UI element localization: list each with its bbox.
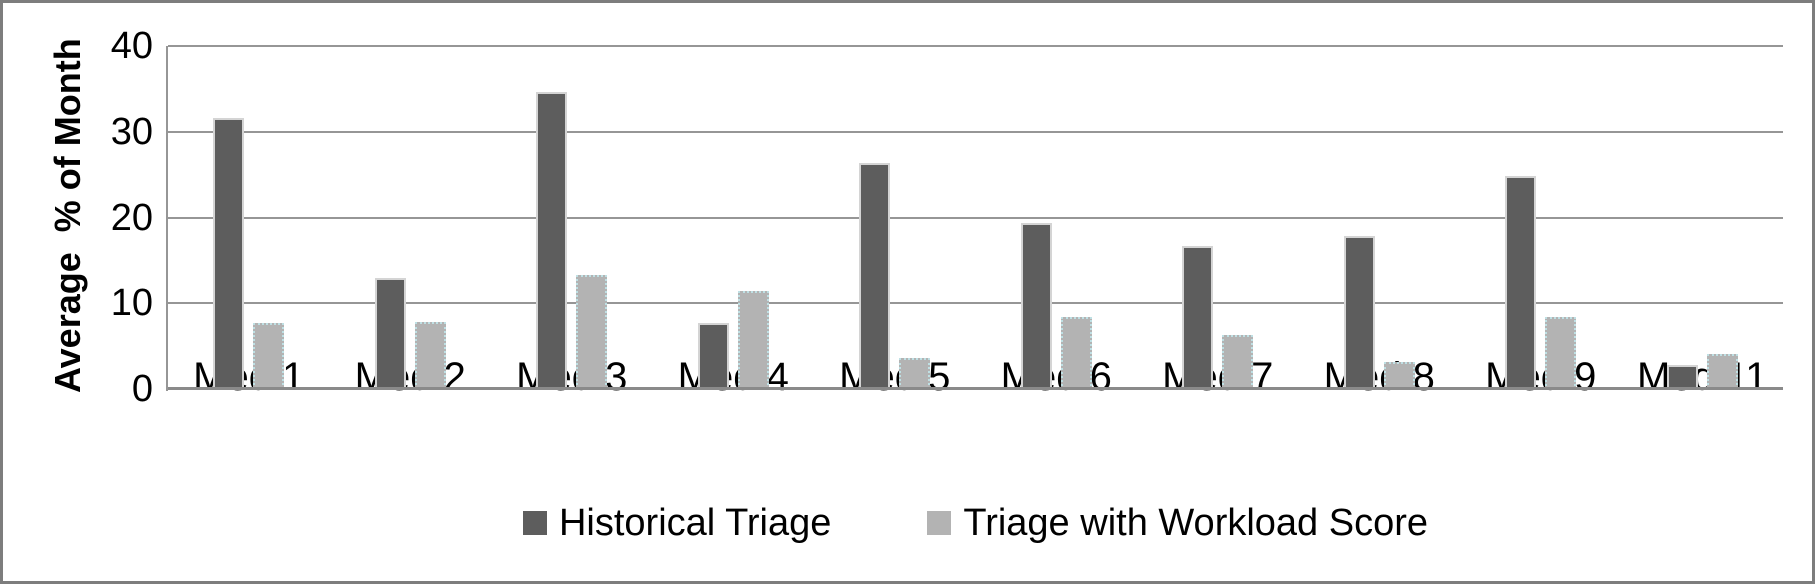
- bar-group-med-3: [491, 46, 653, 389]
- bar-group-med-9: [1460, 46, 1622, 389]
- bar-group-med-1: [168, 46, 330, 389]
- bar-triage-with-workload-score-med-1: [253, 322, 285, 389]
- x-tick-label-med-11: Med 11: [1637, 355, 1768, 399]
- bar-historical-triage-med-11: [1666, 365, 1698, 389]
- x-tick-label-med-8: Med 8: [1323, 355, 1435, 399]
- legend-label: Triage with Workload Score: [963, 502, 1429, 544]
- x-tick-label-med-5: Med 5: [839, 355, 951, 399]
- bar-triage-with-workload-score-med-8: [1383, 361, 1415, 389]
- legend-item-triage-with-workload-score: Triage with Workload Score: [927, 500, 1428, 546]
- bar-historical-triage-med-8: [1343, 236, 1375, 389]
- legend-marker-icon: [927, 511, 952, 535]
- y-tick-label-20: 20: [110, 196, 153, 239]
- bar-triage-with-workload-score-med-7: [1222, 334, 1254, 389]
- x-axis-line: [168, 387, 1783, 390]
- bar-triage-with-workload-score-med-5: [899, 358, 931, 389]
- x-tick-label-med-4: Med 4: [677, 355, 789, 399]
- y-tick-label-40: 40: [110, 25, 153, 67]
- gridline-20: [168, 216, 1783, 219]
- x-tick-label-med-6: Med 6: [1000, 355, 1112, 399]
- x-tick-label-med-7: Med 7: [1162, 355, 1274, 399]
- bar-group-med-2: [330, 46, 492, 389]
- legend-marker-icon: [522, 511, 547, 535]
- y-tick-label-30: 30: [110, 110, 153, 153]
- bar-historical-triage-med-6: [1020, 222, 1052, 389]
- bar-group-med-8: [1299, 46, 1461, 389]
- bar-triage-with-workload-score-med-6: [1060, 316, 1092, 389]
- bar-triage-with-workload-score-med-9: [1545, 316, 1577, 389]
- bar-triage-with-workload-score-med-11: [1706, 353, 1738, 389]
- bar-group-med-11: [1622, 46, 1784, 389]
- plot-area: [166, 45, 1783, 391]
- bar-triage-with-workload-score-med-3: [576, 274, 608, 389]
- legend: Historical Triage Triage with Workload Sc…: [168, 500, 1783, 546]
- bar-group-med-5: [814, 46, 976, 389]
- bar-historical-triage-med-2: [374, 278, 406, 389]
- bar-historical-triage-med-9: [1505, 176, 1537, 389]
- y-tick-label-10: 10: [110, 282, 153, 325]
- bar-historical-triage-med-7: [1182, 245, 1214, 389]
- gridline-40: [168, 45, 1783, 47]
- gridline-10: [168, 302, 1783, 305]
- bar-historical-triage-med-1: [213, 118, 245, 389]
- bar-groups: [168, 46, 1783, 389]
- legend-label: Historical Triage: [558, 502, 832, 544]
- x-tick-label-med-9: Med 9: [1485, 355, 1597, 399]
- x-tick-label-med-2: Med 2: [354, 355, 466, 399]
- bar-group-med-7: [1137, 46, 1299, 389]
- x-axis-tick-labels: Med 1 Med 2 Med 3 Med 4 Med 5 Med 6 Med 7 Med 8…: [168, 353, 1783, 401]
- y-axis-line: [166, 46, 168, 391]
- bar-group-med-4: [653, 46, 815, 389]
- bar-historical-triage-med-3: [536, 92, 568, 389]
- x-tick-label-med-3: Med 3: [516, 355, 628, 399]
- gridline-30: [168, 130, 1783, 133]
- x-tick-label-med-1: Med 1: [193, 355, 305, 399]
- bar-group-med-6: [976, 46, 1138, 389]
- bar-triage-with-workload-score-med-2: [414, 322, 446, 389]
- y-tick-label-0: 0: [131, 368, 153, 410]
- legend-item-historical-triage: Historical Triage: [522, 500, 832, 546]
- bar-historical-triage-med-5: [859, 163, 891, 389]
- bar-historical-triage-med-4: [697, 322, 729, 389]
- bar-triage-with-workload-score-med-4: [737, 291, 769, 389]
